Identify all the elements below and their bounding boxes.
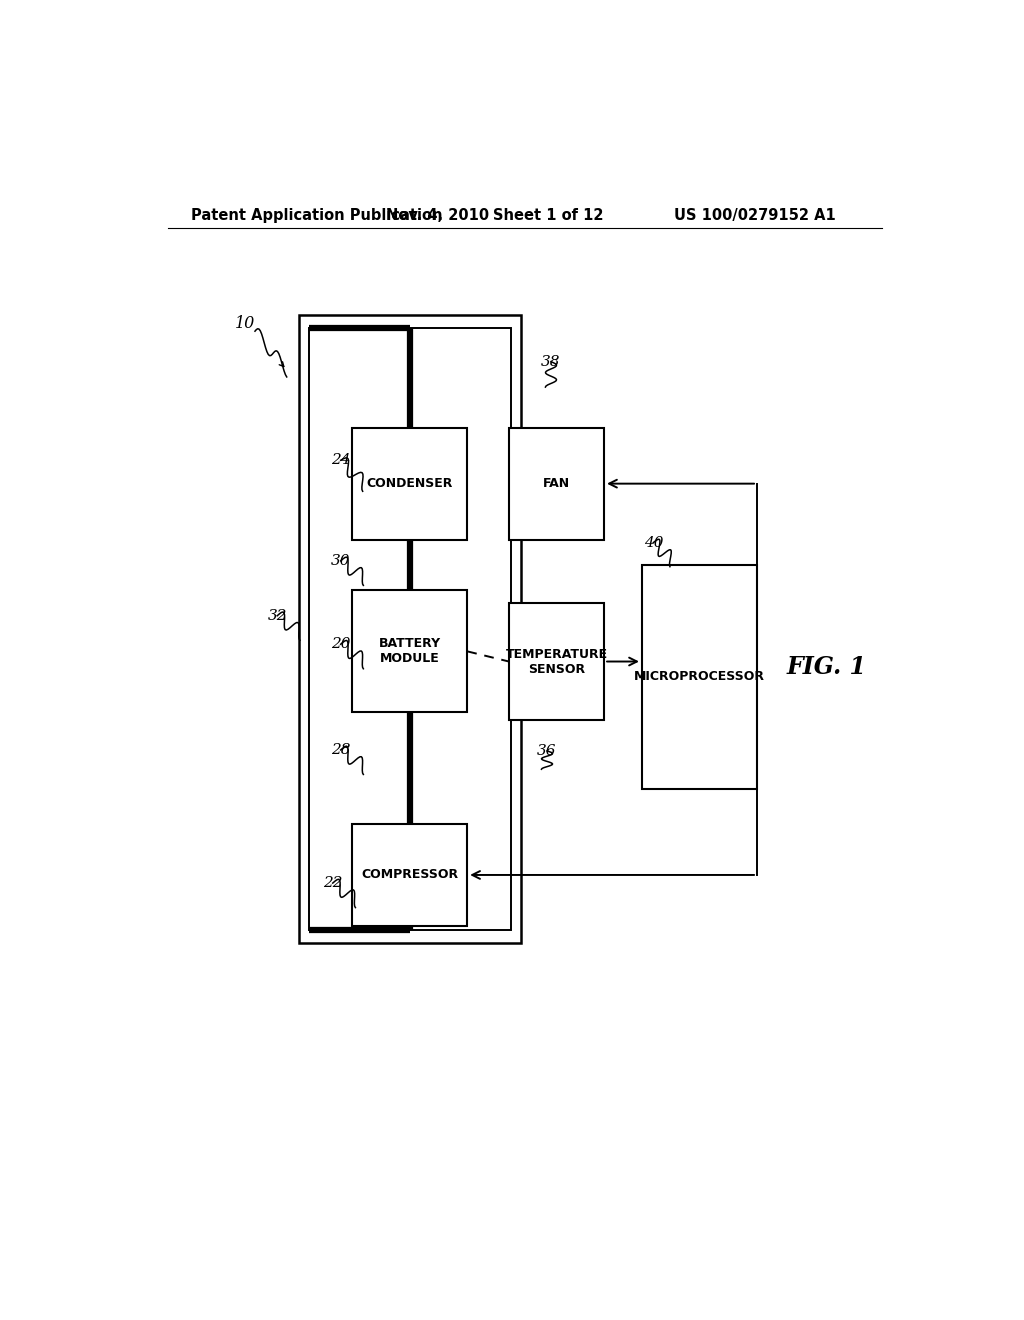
Text: 10: 10	[236, 314, 256, 331]
Text: FAN: FAN	[543, 477, 570, 490]
Bar	[509, 428, 604, 540]
Text: 30: 30	[331, 554, 350, 568]
Bar	[352, 590, 467, 713]
Bar	[509, 603, 604, 719]
Text: Sheet 1 of 12: Sheet 1 of 12	[494, 207, 604, 223]
Text: FIG. 1: FIG. 1	[786, 655, 866, 678]
Text: COMPRESSOR: COMPRESSOR	[361, 869, 459, 882]
Text: US 100/0279152 A1: US 100/0279152 A1	[674, 207, 836, 223]
Text: 36: 36	[538, 744, 557, 758]
Text: Patent Application Publication: Patent Application Publication	[191, 207, 443, 223]
Bar	[352, 428, 467, 540]
Text: BATTERY
MODULE: BATTERY MODULE	[379, 638, 440, 665]
Text: 20: 20	[331, 638, 350, 651]
Text: 24: 24	[331, 453, 350, 467]
Bar	[352, 824, 467, 925]
Bar	[642, 565, 757, 788]
Text: 40: 40	[644, 536, 664, 549]
Text: CONDENSER: CONDENSER	[367, 477, 453, 490]
Text: 22: 22	[323, 876, 342, 890]
Bar	[299, 315, 521, 942]
Text: Nov. 4, 2010: Nov. 4, 2010	[386, 207, 489, 223]
Text: 28: 28	[331, 743, 350, 756]
Text: TEMPERATURE
SENSOR: TEMPERATURE SENSOR	[506, 648, 607, 676]
Text: MICROPROCESSOR: MICROPROCESSOR	[634, 671, 765, 684]
Text: 38: 38	[542, 355, 561, 368]
Bar	[309, 329, 511, 929]
Text: 32: 32	[267, 609, 287, 623]
